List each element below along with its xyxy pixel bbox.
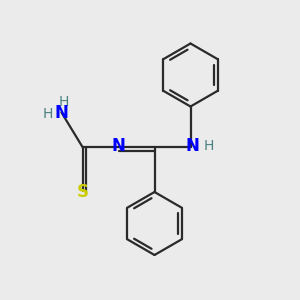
Text: N: N bbox=[186, 136, 200, 154]
Text: S: S bbox=[76, 183, 88, 201]
Text: N: N bbox=[112, 136, 125, 154]
Text: H: H bbox=[203, 139, 214, 152]
Text: H: H bbox=[43, 107, 53, 121]
Text: H: H bbox=[59, 95, 69, 109]
Text: N: N bbox=[55, 103, 68, 122]
